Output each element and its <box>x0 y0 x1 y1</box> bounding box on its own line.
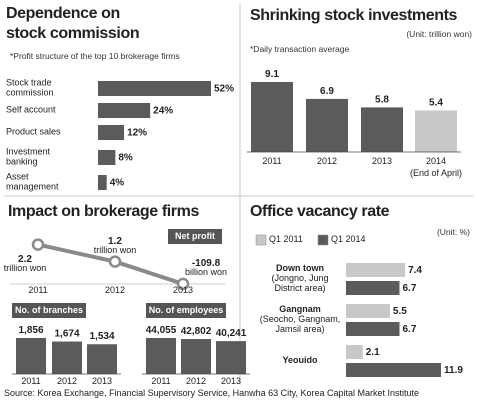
value-label: 5.5 <box>393 306 407 317</box>
bar <box>361 107 403 152</box>
value-label: 1,534 <box>89 331 114 342</box>
value-label: 5.8 <box>375 94 389 105</box>
chart-title: Office vacancy rate <box>250 203 390 220</box>
point <box>31 238 45 251</box>
category-label: Gangnam (Seocho, Gangnam, Jamsil area) <box>260 304 341 334</box>
category-label: Product sales <box>6 127 61 137</box>
legend-swatch <box>255 234 267 246</box>
value-label: 7.4 <box>408 265 422 276</box>
bar <box>98 103 151 118</box>
value-label: 6.7 <box>402 324 416 335</box>
category-label: 2011 <box>28 285 47 295</box>
bar <box>346 363 441 377</box>
bar <box>98 175 107 190</box>
label-box <box>168 229 222 244</box>
bar <box>16 338 46 374</box>
box-label: No. of branches <box>15 305 83 315</box>
bar <box>346 304 390 318</box>
value-label: 42,802 <box>181 326 212 337</box>
value-label: 5.4 <box>429 97 443 108</box>
category-label: 2012 <box>105 285 125 295</box>
category-label: Asset management <box>6 172 59 192</box>
bar <box>306 98 348 152</box>
category-label: 2013 <box>173 285 193 295</box>
bar <box>346 281 400 295</box>
bar <box>52 341 82 374</box>
category-label: 2012 <box>317 156 337 166</box>
category-label: 2013 <box>92 376 112 386</box>
unit-label: (Unit: trillion won) <box>406 29 472 39</box>
category-label: Investment banking <box>6 147 51 167</box>
value-label: 2.2 trillion won <box>4 254 47 274</box>
bar <box>346 345 363 359</box>
value-label: -109.8 billion won <box>185 258 227 278</box>
value-label: 8% <box>118 152 133 163</box>
value-label: 40,241 <box>216 328 247 339</box>
category-label: Down town (Jongno, Jung District area) <box>271 263 328 293</box>
legend-label: Q1 2014 <box>331 234 366 244</box>
category-label: 2013 <box>372 156 392 166</box>
label-box <box>146 303 226 318</box>
value-label: 6.9 <box>320 86 334 97</box>
value-label: 52% <box>214 83 234 94</box>
bar <box>346 322 400 336</box>
box-label: Net profit <box>175 231 215 241</box>
category-label: 2012 <box>57 376 77 386</box>
bar <box>98 150 116 165</box>
category-label: 2011 <box>151 376 170 386</box>
value-label: 1,674 <box>54 328 79 339</box>
bar <box>98 81 211 96</box>
bar <box>98 125 125 140</box>
category-label: Stock trade commission <box>6 78 54 98</box>
value-label: 12% <box>127 127 147 138</box>
subtitle: *Daily transaction average <box>250 44 349 54</box>
category-label: 2013 <box>221 376 241 386</box>
value-label: 4% <box>110 177 125 188</box>
value-label: 11.9 <box>444 365 463 376</box>
chart-title: Dependence on stock commission <box>6 5 139 42</box>
category-label: 2011 <box>262 156 281 166</box>
bar <box>415 110 457 152</box>
legend-label: Q1 2011 <box>269 234 303 244</box>
category-label: 2011 <box>21 376 40 386</box>
category-label: Self account <box>6 105 56 115</box>
chart-title: Impact on brokerage firms <box>8 203 199 220</box>
chart-title: Shrinking stock investments <box>250 7 458 24</box>
value-label: 6.7 <box>402 283 416 294</box>
bar <box>346 263 406 277</box>
source: Source: Korea Exchange, Financial Superv… <box>4 388 419 398</box>
bar <box>216 341 246 374</box>
value-label: 2.1 <box>366 347 380 358</box>
legend-swatch <box>317 234 329 246</box>
bar <box>87 344 117 374</box>
value-label: 9.1 <box>265 69 279 80</box>
bar <box>251 82 293 152</box>
value-label: 1,856 <box>18 325 43 336</box>
bar <box>181 339 211 374</box>
category-label: 2012 <box>186 376 206 386</box>
point <box>176 277 190 291</box>
value-label: 1.2 trillion won <box>94 236 137 256</box>
category-label: Yeouido <box>282 355 318 365</box>
box-label: No. of employees <box>149 305 224 315</box>
bar <box>146 338 176 374</box>
category-label: 2014 (End of April) <box>410 156 462 178</box>
value-label: 24% <box>153 105 173 116</box>
point <box>108 255 122 268</box>
value-label: 44,055 <box>146 325 177 336</box>
unit-label: (Unit: %) <box>437 227 470 237</box>
subtitle: *Profit structure of the top 10 brokerag… <box>10 51 180 61</box>
label-box <box>12 303 86 318</box>
